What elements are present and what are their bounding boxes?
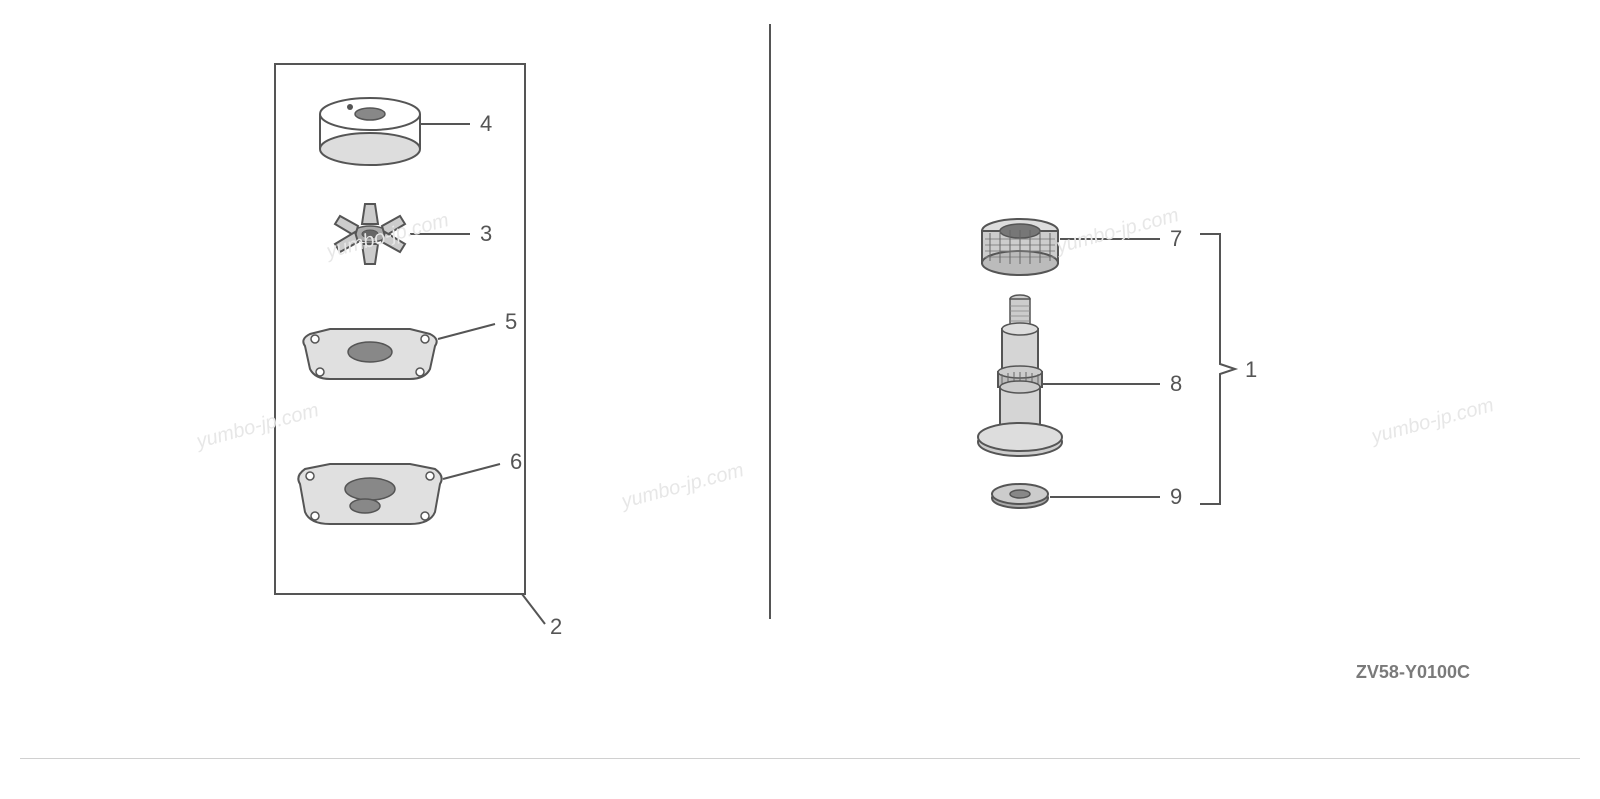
part-label-7: 7 — [1170, 226, 1182, 251]
part-gasket-upper — [303, 329, 436, 379]
reference-code: ZV58-Y0100C — [1356, 662, 1470, 683]
assembly-label-2: 2 — [550, 614, 562, 639]
part-label-5: 5 — [505, 309, 517, 334]
assembly-label-1: 1 — [1245, 357, 1257, 382]
part-shaft — [978, 295, 1062, 456]
bracket — [1200, 234, 1235, 504]
parts-diagram: 4 3 — [0, 0, 1600, 758]
footer — [0, 759, 1600, 799]
part-nut — [982, 219, 1058, 275]
part-label-4: 4 — [480, 111, 492, 136]
leader-line — [443, 464, 500, 479]
part-spacer-ring — [320, 98, 420, 165]
leader-line — [438, 324, 495, 339]
leader-line — [522, 594, 545, 624]
part-label-8: 8 — [1170, 371, 1182, 396]
page-container: 4 3 — [0, 0, 1600, 799]
part-washer — [992, 484, 1048, 508]
part-label-3: 3 — [480, 221, 492, 246]
part-gasket-lower — [298, 464, 441, 524]
diagram-area: 4 3 — [0, 0, 1600, 758]
part-label-9: 9 — [1170, 484, 1182, 509]
part-label-6: 6 — [510, 449, 522, 474]
part-impeller — [335, 204, 405, 264]
